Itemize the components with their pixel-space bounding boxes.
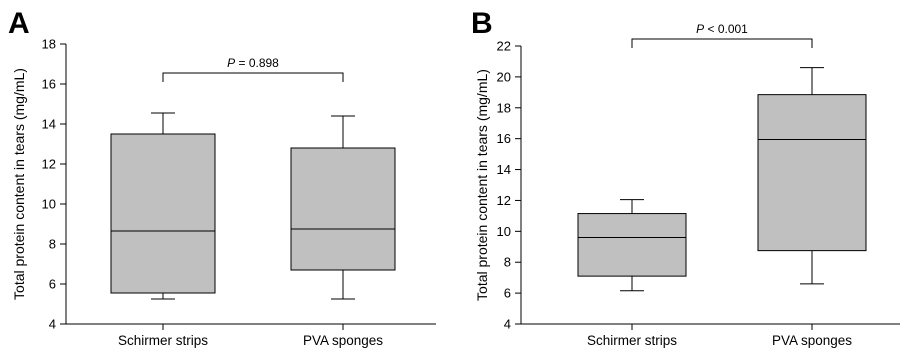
p-value-text: < 0.001 bbox=[704, 22, 748, 36]
y-tick-label: 8 bbox=[49, 237, 56, 252]
p-value-symbol: P bbox=[696, 22, 704, 36]
y-tick-label: 6 bbox=[49, 277, 56, 292]
y-axis-title: Total protein content in tears (mg/mL) bbox=[474, 69, 490, 301]
p-value-text: = 0.898 bbox=[235, 56, 279, 70]
y-tick-label: 12 bbox=[42, 157, 56, 172]
y-tick-label: 14 bbox=[42, 117, 56, 132]
y-tick-label: 6 bbox=[504, 286, 511, 301]
panel-b: B Total protein content in tears (mg/mL) 4… bbox=[471, 7, 900, 348]
y-tick-label: 18 bbox=[497, 100, 511, 115]
y-tick-label: 4 bbox=[504, 317, 511, 332]
y-tick-label: 10 bbox=[497, 224, 511, 239]
box-schirmer-strips bbox=[110, 112, 216, 300]
panel-a: A Total protein content in tears (mg/mL) 4… bbox=[8, 7, 436, 348]
y-tick-label: 20 bbox=[497, 69, 511, 84]
x-category-label: PVA sponges bbox=[772, 333, 852, 348]
y-axis-title: Total protein content in tears (mg/mL) bbox=[11, 68, 27, 300]
x-category-label: PVA sponges bbox=[303, 333, 383, 348]
y-tick-label: 12 bbox=[497, 193, 511, 208]
interquartile-box bbox=[290, 147, 396, 271]
y-tick-label: 14 bbox=[497, 162, 511, 177]
significance-bracket bbox=[162, 72, 344, 82]
box-pva-sponges bbox=[757, 67, 867, 285]
panel-letter: A bbox=[8, 7, 30, 40]
y-tick-label: 8 bbox=[504, 255, 511, 270]
y-tick-label: 18 bbox=[42, 37, 56, 52]
box-schirmer-strips bbox=[577, 199, 687, 292]
y-tick-label: 4 bbox=[49, 317, 56, 332]
panel-letter: B bbox=[471, 7, 493, 40]
y-tick-label: 22 bbox=[497, 39, 511, 54]
box-pva-sponges bbox=[290, 115, 396, 300]
y-tick-label: 16 bbox=[497, 131, 511, 146]
p-value-label: P = 0.898 bbox=[227, 56, 279, 70]
p-value-symbol: P bbox=[227, 56, 235, 70]
interquartile-box bbox=[110, 133, 216, 294]
interquartile-box bbox=[577, 213, 687, 277]
x-category-label: Schirmer strips bbox=[118, 333, 208, 348]
interquartile-box bbox=[757, 94, 867, 252]
y-tick-label: 16 bbox=[42, 77, 56, 92]
p-value-label: P < 0.001 bbox=[696, 22, 748, 36]
x-category-label: Schirmer strips bbox=[587, 333, 677, 348]
significance-bracket bbox=[631, 38, 813, 49]
y-tick-label: 10 bbox=[42, 197, 56, 212]
